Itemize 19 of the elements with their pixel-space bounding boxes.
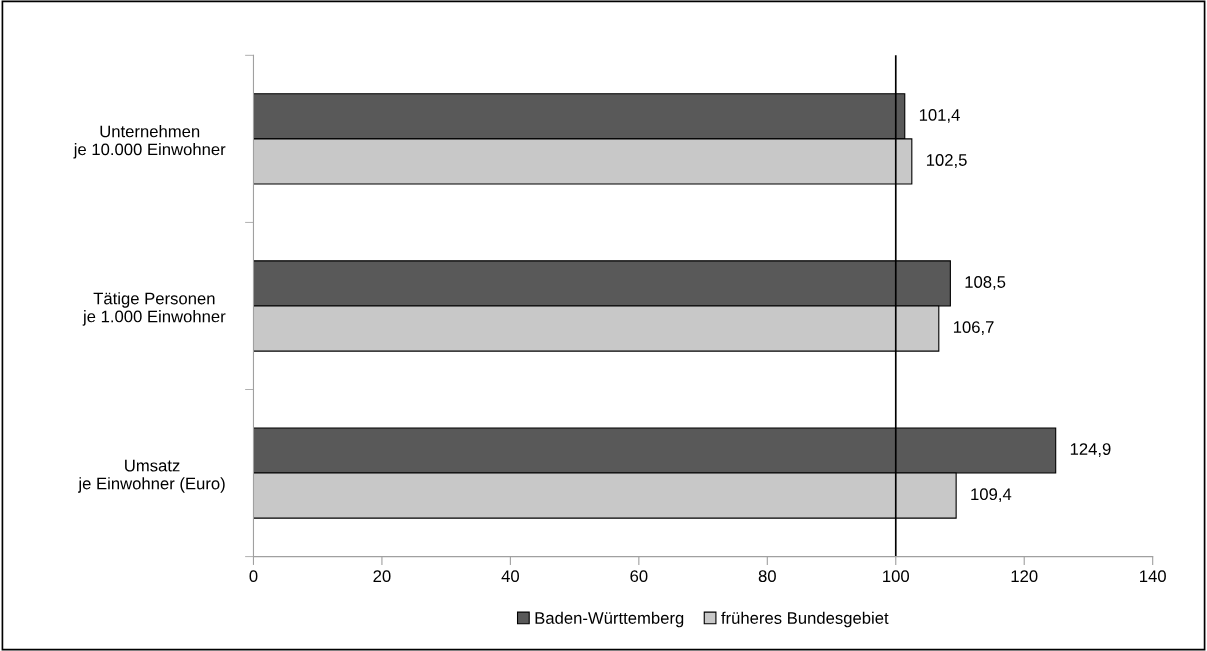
data-label: 108,5	[965, 276, 1006, 290]
y-tick-label: Umsatz je Einwohner (Euro)	[78, 459, 225, 493]
x-tick-label: 0	[249, 570, 258, 583]
x-tick-label: 120	[1011, 570, 1038, 583]
data-label: 102,5	[926, 154, 967, 168]
x-tick-label: 20	[373, 570, 391, 583]
x-tick-label: 140	[1140, 570, 1166, 583]
legend-label: Baden-Württemberg	[535, 611, 684, 628]
legend-label: früheres Bundesgebiet	[721, 611, 889, 628]
data-label: 124,9	[1070, 443, 1111, 457]
data-label: 109,4	[971, 488, 1012, 503]
data-label: 101,4	[919, 108, 960, 123]
y-tick-label: Tätige Personen je 1.000 Einwohner	[82, 292, 226, 326]
data-label: 106,7	[953, 321, 994, 335]
x-tick-label: 100	[883, 570, 910, 583]
x-tick-label: 40	[501, 570, 520, 583]
x-tick-label: 80	[758, 570, 776, 583]
x-tick-label: 60	[630, 570, 648, 583]
y-tick-label: Unternehmen je 10.000 Einwohner	[73, 125, 226, 159]
